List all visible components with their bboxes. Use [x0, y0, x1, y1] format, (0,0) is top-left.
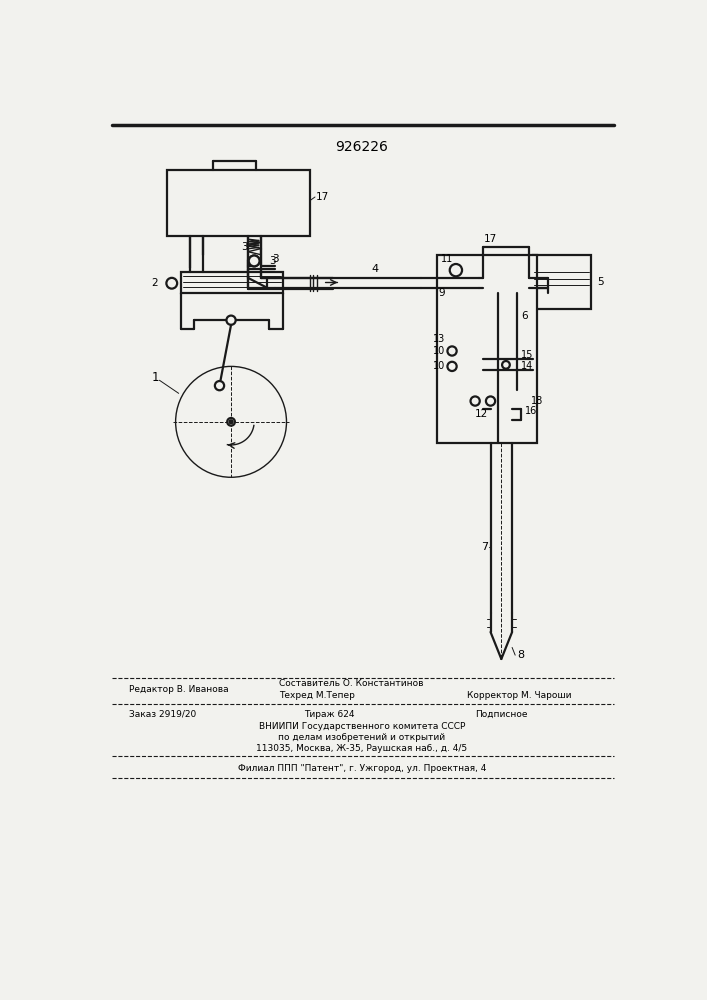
Text: 12: 12: [474, 409, 488, 419]
Circle shape: [448, 346, 457, 356]
Circle shape: [450, 264, 462, 276]
Circle shape: [486, 396, 495, 406]
Text: по делам изобретений и открытий: по делам изобретений и открытий: [279, 733, 445, 742]
Text: 14: 14: [521, 361, 534, 371]
Text: 10: 10: [433, 346, 445, 356]
Circle shape: [230, 420, 233, 423]
Text: 3: 3: [269, 256, 276, 266]
Text: 9: 9: [438, 288, 445, 298]
Text: 1: 1: [152, 371, 159, 384]
Bar: [533, 255, 590, 309]
Bar: [437, 255, 537, 443]
Circle shape: [227, 418, 235, 426]
Text: 8: 8: [518, 650, 525, 660]
Text: 3: 3: [273, 254, 279, 264]
Circle shape: [166, 278, 177, 289]
Text: 2: 2: [152, 278, 158, 288]
Circle shape: [249, 256, 259, 266]
Circle shape: [471, 396, 480, 406]
Text: Тираж 624: Тираж 624: [303, 710, 354, 719]
Text: 113035, Москва, Ж-35, Раушская наб., д. 4/5: 113035, Москва, Ж-35, Раушская наб., д. …: [257, 744, 467, 753]
Text: 4: 4: [371, 264, 379, 274]
Text: 15: 15: [521, 350, 534, 360]
Text: 18: 18: [532, 396, 544, 406]
Text: 926226: 926226: [336, 140, 388, 154]
Text: 5: 5: [597, 277, 604, 287]
Circle shape: [502, 361, 510, 369]
Text: 11: 11: [440, 254, 452, 264]
Text: ВНИИПИ Государственного комитета СССР: ВНИИПИ Государственного комитета СССР: [259, 722, 465, 731]
Text: Составитель О. Константинов: Составитель О. Константинов: [279, 679, 423, 688]
Text: 7: 7: [481, 542, 489, 552]
Text: Филиал ППП "Патент", г. Ужгород, ул. Проектная, 4: Филиал ППП "Патент", г. Ужгород, ул. Про…: [238, 764, 486, 773]
Text: 13: 13: [433, 334, 445, 344]
Text: 16: 16: [525, 406, 537, 416]
Text: Редактор В. Иванова: Редактор В. Иванова: [129, 685, 228, 694]
Text: Техред М.Тепер: Техред М.Тепер: [279, 691, 355, 700]
Text: Заказ 2919/20: Заказ 2919/20: [129, 710, 196, 719]
Bar: [167, 170, 310, 235]
Text: 6: 6: [521, 311, 528, 321]
Text: Подписное: Подписное: [475, 710, 527, 719]
Circle shape: [226, 316, 235, 325]
Text: 17: 17: [484, 234, 497, 244]
Text: Корректор М. Чароши: Корректор М. Чароши: [467, 691, 572, 700]
Circle shape: [448, 362, 457, 371]
Text: 3: 3: [241, 242, 247, 252]
Text: 17: 17: [316, 192, 329, 202]
Circle shape: [215, 381, 224, 390]
Text: 10: 10: [433, 361, 445, 371]
Bar: [181, 272, 284, 293]
